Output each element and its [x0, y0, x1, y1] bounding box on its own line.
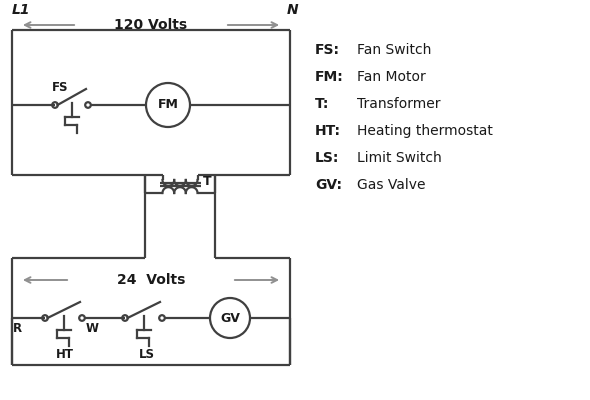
- Text: FS:: FS:: [315, 43, 340, 57]
- Text: FM:: FM:: [315, 70, 344, 84]
- Text: LS: LS: [139, 348, 155, 361]
- Text: Limit Switch: Limit Switch: [357, 151, 442, 165]
- Text: W: W: [86, 322, 99, 335]
- Text: HT: HT: [55, 348, 74, 361]
- Text: Fan Switch: Fan Switch: [357, 43, 431, 57]
- Text: Gas Valve: Gas Valve: [357, 178, 425, 192]
- Text: FM: FM: [158, 98, 178, 112]
- Text: GV:: GV:: [315, 178, 342, 192]
- Text: 24  Volts: 24 Volts: [117, 273, 185, 287]
- Text: T:: T:: [315, 97, 329, 111]
- Text: FS: FS: [52, 81, 68, 94]
- Text: GV: GV: [220, 312, 240, 324]
- Text: Fan Motor: Fan Motor: [357, 70, 426, 84]
- Text: Heating thermostat: Heating thermostat: [357, 124, 493, 138]
- Text: Transformer: Transformer: [357, 97, 441, 111]
- Text: L1: L1: [12, 3, 31, 17]
- Text: HT:: HT:: [315, 124, 341, 138]
- Text: 120 Volts: 120 Volts: [114, 18, 188, 32]
- Text: N: N: [287, 3, 299, 17]
- Text: T: T: [202, 175, 211, 188]
- Text: R: R: [13, 322, 22, 335]
- Text: LS:: LS:: [315, 151, 339, 165]
